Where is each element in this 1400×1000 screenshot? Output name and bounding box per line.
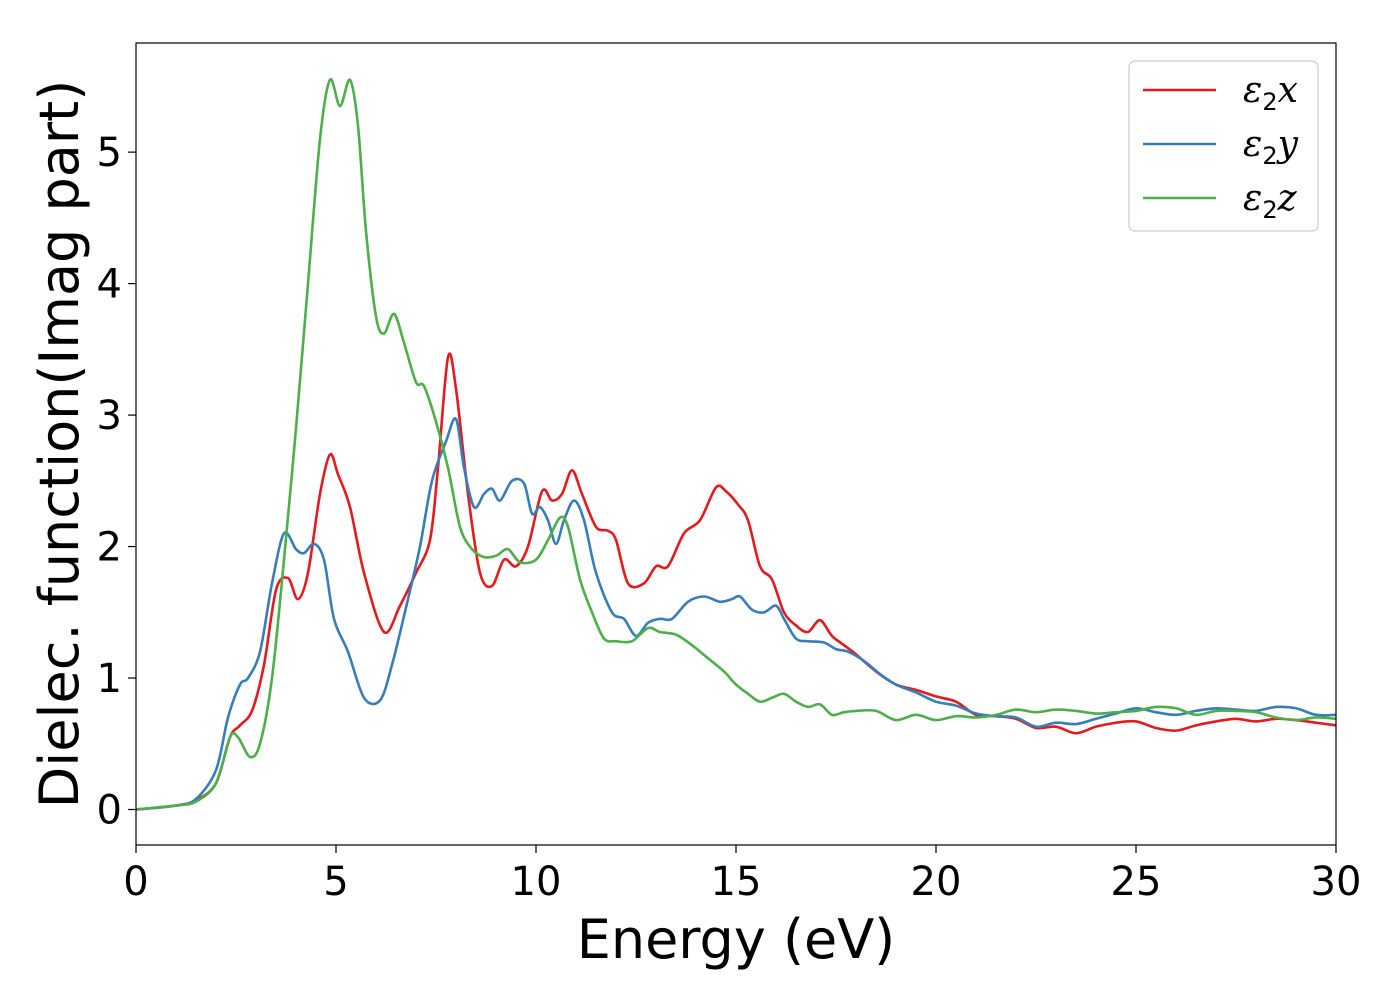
legend-box	[1128, 60, 1319, 232]
series-layer	[136, 78, 1336, 811]
legend-label-x: ε2x	[1243, 70, 1298, 116]
y-tick-label: 2	[97, 525, 122, 571]
y-axis-label: Dielec. function(Imag part)	[28, 80, 91, 809]
x-tick-label: 30	[1311, 859, 1362, 905]
legend-label-y: ε2y	[1243, 124, 1299, 170]
y-tick-label: 3	[97, 393, 122, 439]
series-line-x	[136, 352, 1336, 811]
x-tick-label: 15	[711, 859, 762, 905]
series-line-y	[136, 417, 1336, 811]
x-tick-label: 20	[911, 859, 962, 905]
x-tick-label: 5	[323, 859, 348, 905]
series-line-z	[136, 78, 1336, 811]
y-tick-label: 0	[97, 788, 122, 834]
x-axis-label: Energy (eV)	[577, 908, 896, 971]
y-tick-label: 1	[97, 656, 122, 702]
x-tick-label: 0	[123, 859, 148, 905]
x-tick-label: 25	[1111, 859, 1162, 905]
legend: ε2x ε2y ε2z	[1128, 60, 1319, 232]
x-axis-ticks: 0 5 10 15 20 25 30	[123, 845, 1361, 905]
y-axis-ticks: 0 1 2 3 4 5	[97, 130, 136, 834]
legend-label-z: ε2z	[1243, 178, 1298, 224]
x-tick-label: 10	[511, 859, 562, 905]
y-tick-label: 5	[97, 130, 122, 176]
y-tick-label: 4	[97, 262, 122, 308]
